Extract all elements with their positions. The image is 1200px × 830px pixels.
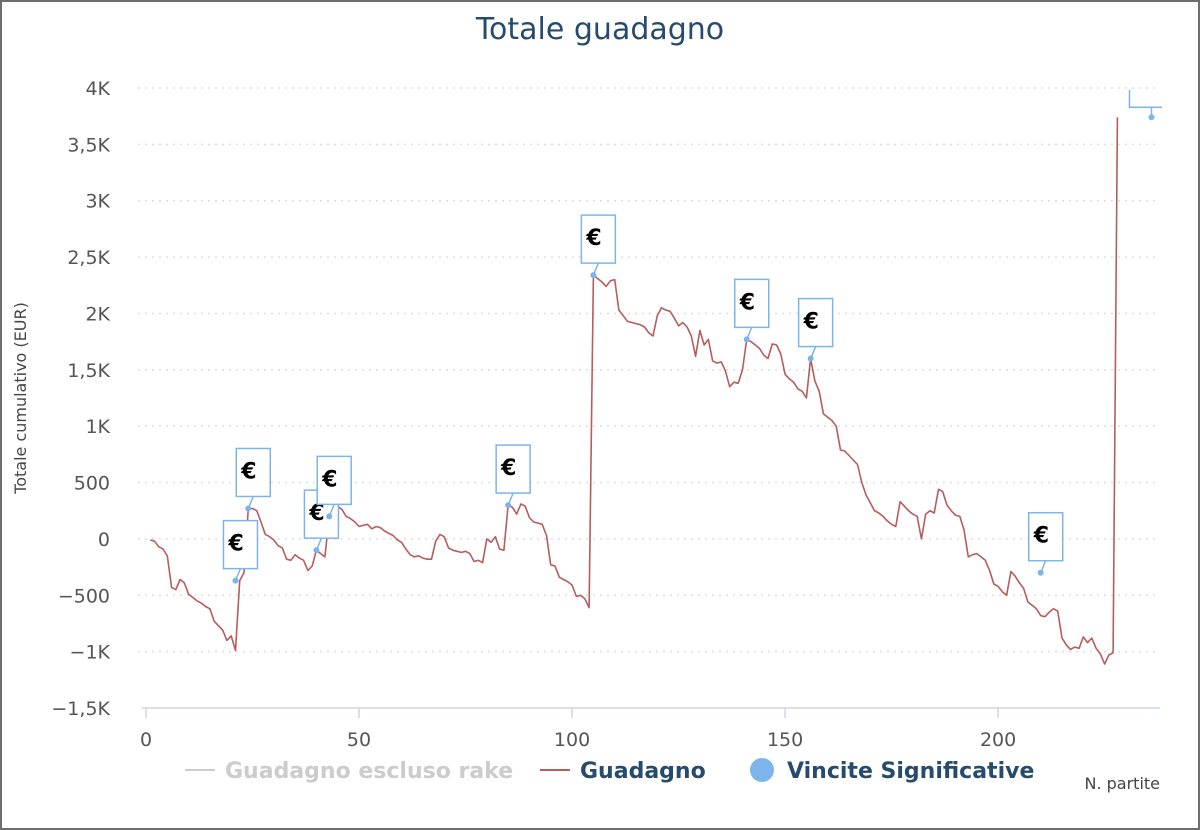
y-tick-label: 3K — [85, 191, 110, 213]
y-tick-label: 2,5K — [67, 247, 110, 269]
significant-win-flag[interactable] — [1128, 90, 1162, 121]
euro-flag-label: € — [227, 532, 243, 557]
flag-point — [313, 547, 320, 554]
legend-item[interactable]: Guadagno escluso rake — [185, 759, 513, 784]
x-axis: 0 50 100 150 200 — [140, 707, 1160, 751]
flag-markers: € € € € € € € € € — [222, 90, 1162, 584]
y-tick-label: −500 — [58, 585, 110, 607]
legend-circle-symbol — [750, 758, 774, 782]
x-tick-label: 150 — [767, 729, 803, 751]
flag-point — [232, 577, 239, 584]
flag-point — [743, 336, 750, 343]
flag-point — [326, 513, 333, 520]
flag-point — [245, 505, 252, 512]
flag-box — [222, 519, 259, 570]
flag-box — [235, 447, 272, 498]
legend-label: Guadagno — [580, 759, 706, 784]
flag-box — [580, 214, 617, 264]
significant-win-flag[interactable]: € — [316, 455, 352, 520]
significant-win-flag[interactable]: € — [1027, 511, 1064, 576]
euro-flag-label: € — [585, 226, 601, 251]
flag-box — [495, 444, 531, 494]
x-axis-label: N. partite — [1084, 774, 1160, 793]
guadagno-line — [150, 117, 1119, 665]
x-tick-label: 200 — [980, 729, 1016, 751]
flag-point — [1148, 114, 1155, 121]
x-tick-label: 100 — [554, 729, 590, 751]
series-layer — [150, 117, 1119, 665]
y-tick-label: −1,5K — [51, 698, 110, 720]
flag-box — [1027, 511, 1064, 562]
euro-flag-label: € — [1033, 524, 1049, 549]
y-tick-label: 1K — [85, 416, 110, 438]
flag-box — [797, 297, 834, 348]
euro-flag-label: € — [500, 456, 516, 481]
flag-box — [733, 278, 770, 329]
flag-point — [807, 355, 814, 362]
significant-win-flag[interactable]: € — [222, 519, 259, 584]
chart-title: Totale guadagno — [475, 12, 725, 47]
y-tick-label: 500 — [74, 473, 110, 495]
legend: Guadagno escluso rake Guadagno Vincite Sig… — [185, 758, 1034, 784]
y-tick-label: 1,5K — [67, 360, 110, 382]
y-tick-label: 0 — [98, 529, 110, 551]
euro-flag-label: € — [803, 310, 819, 335]
x-tick-label: 0 — [140, 729, 152, 751]
flag-box — [1128, 90, 1162, 109]
legend-item[interactable]: Vincite Significative — [750, 758, 1034, 784]
y-axis-ticks: −1,5K −1K −500 0 500 1K 1,5K 2K 2,5K 3K 3,5K 4K — [51, 78, 110, 720]
y-tick-label: 3,5K — [67, 134, 110, 156]
flag-point — [505, 502, 512, 509]
y-axis-label: Totale cumulativo (EUR) — [11, 302, 30, 495]
y-tick-label: 2K — [85, 303, 110, 325]
significant-win-flag[interactable]: € — [797, 297, 834, 362]
flag-point — [590, 272, 597, 279]
y-tick-label: −1K — [70, 642, 111, 664]
euro-flag-label: € — [240, 459, 256, 484]
euro-flag-label: € — [739, 290, 755, 315]
significant-win-flag[interactable]: € — [495, 444, 531, 509]
euro-flag-label: € — [308, 501, 324, 526]
flag-box — [316, 455, 352, 506]
grid-lines — [138, 87, 1160, 653]
flag-point — [1037, 569, 1044, 576]
y-tick-label: 4K — [85, 78, 110, 100]
euro-flag-label: € — [321, 467, 337, 492]
x-tick-label: 50 — [347, 729, 371, 751]
legend-label: Vincite Significative — [787, 759, 1034, 784]
legend-label: Guadagno escluso rake — [225, 759, 513, 784]
significant-win-flag[interactable]: € — [235, 447, 272, 512]
significant-win-flag[interactable]: € — [733, 278, 770, 343]
significant-win-flag[interactable]: € — [580, 214, 617, 279]
legend-item[interactable]: Guadagno — [540, 759, 706, 784]
